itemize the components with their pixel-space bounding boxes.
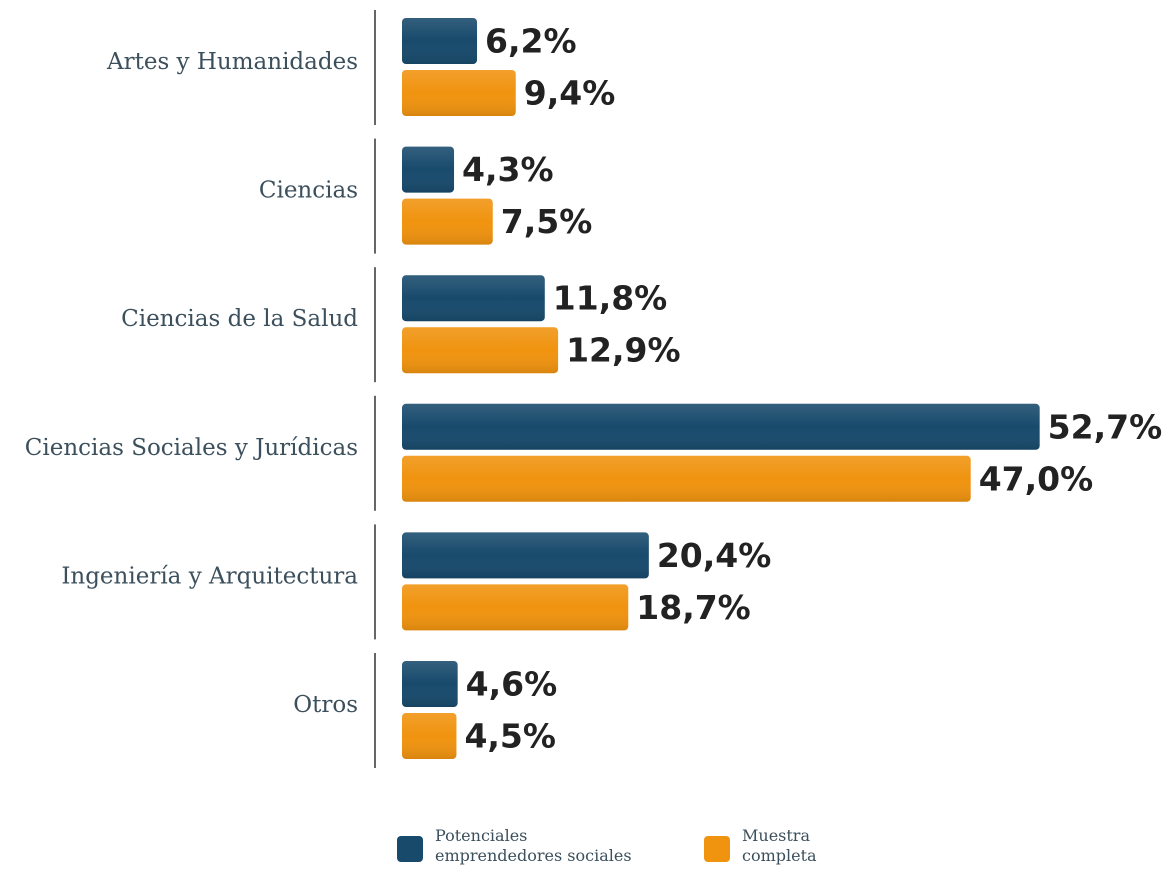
category-label: Otros [293,692,358,718]
category-label: Ciencias de la Salud [121,306,358,332]
legend-swatch [397,836,423,862]
value-label: 9,4% [524,74,616,113]
bar-shade [402,198,493,245]
bar-shade [402,455,971,502]
bar-shade [402,327,559,374]
legend-item: Muestra completa [704,826,862,866]
value-label: 52,7% [1048,407,1162,446]
legend-item: Potenciales emprendedores sociales [397,826,655,866]
value-label: 47,0% [979,459,1093,498]
value-label: 7,5% [501,202,593,241]
value-label: 11,8% [553,279,668,318]
bar-shade [402,146,455,193]
category-label: Ingeniería y Arquitectura [61,563,358,589]
bar-shade [402,18,478,64]
bar-shade [402,713,457,759]
bar-shade [402,275,545,322]
value-label: 18,7% [636,588,751,627]
value-label: 20,4% [657,536,772,575]
value-label: 12,9% [566,331,681,370]
value-label: 6,2% [485,22,577,61]
bar-shade [402,661,458,707]
value-label: 4,3% [462,150,554,189]
category-label: Ciencias Sociales y Jurídicas [25,435,358,461]
category-label: Ciencias [259,178,358,204]
bar-shade [402,403,1040,450]
bar-shade [402,532,649,579]
category-label: Artes y Humanidades [106,49,358,75]
legend-label: Potenciales emprendedores sociales [435,826,632,865]
legend-label: Muestra completa [742,826,817,865]
bar-shade [402,70,516,116]
legend-swatch [704,836,730,862]
bar-shade [402,584,629,631]
value-label: 4,5% [464,717,556,756]
value-label: 4,6% [466,665,558,704]
